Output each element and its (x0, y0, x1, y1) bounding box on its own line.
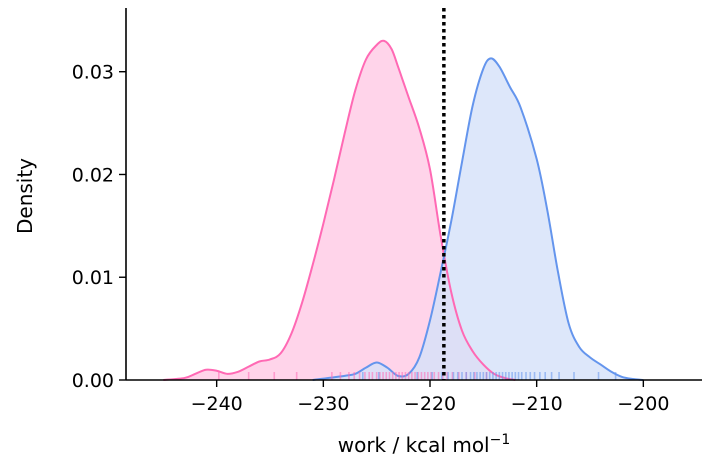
density-areas (163, 39, 644, 381)
y-axis-label: Density (13, 158, 37, 234)
x-tick-label: −240 (191, 393, 243, 415)
density-line-0 (163, 39, 516, 381)
x-axis-label: work / kcal mol−1 (338, 432, 511, 457)
x-ticks: −240 −230 −220 −210 −200 (191, 380, 669, 415)
y-tick-label: 0.03 (72, 62, 114, 84)
y-tick-label: 0.00 (72, 370, 114, 392)
density-fill-0 (163, 40, 516, 381)
density-fill-1 (312, 58, 644, 381)
x-tick-label: −230 (297, 393, 349, 415)
x-axis-label-superscript: −1 (490, 432, 511, 448)
y-ticks: 0.00 0.01 0.02 0.03 (72, 62, 126, 392)
y-tick-label: 0.02 (72, 164, 114, 186)
rug-marks (218, 372, 617, 380)
y-tick-label: 0.01 (72, 267, 114, 289)
plot-area (163, 8, 644, 381)
axes: −240 −230 −220 −210 −200 0.00 0.01 0.02 0.03 (72, 8, 702, 415)
x-tick-label: −200 (617, 393, 669, 415)
x-tick-label: −220 (404, 393, 456, 415)
x-tick-label: −210 (511, 393, 563, 415)
density-line-1 (312, 57, 644, 381)
